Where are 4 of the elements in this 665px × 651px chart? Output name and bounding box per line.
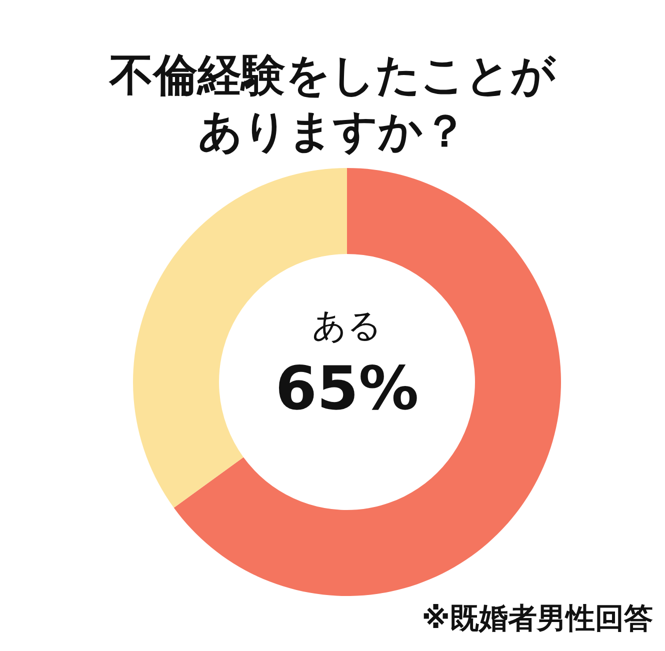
title: 不倫経験をしたことがありますか？ xyxy=(108,49,557,159)
value-label: 65% xyxy=(275,354,419,424)
category-label: ある xyxy=(312,306,382,346)
annotation: ※既婚者男性回答 xyxy=(422,601,653,635)
